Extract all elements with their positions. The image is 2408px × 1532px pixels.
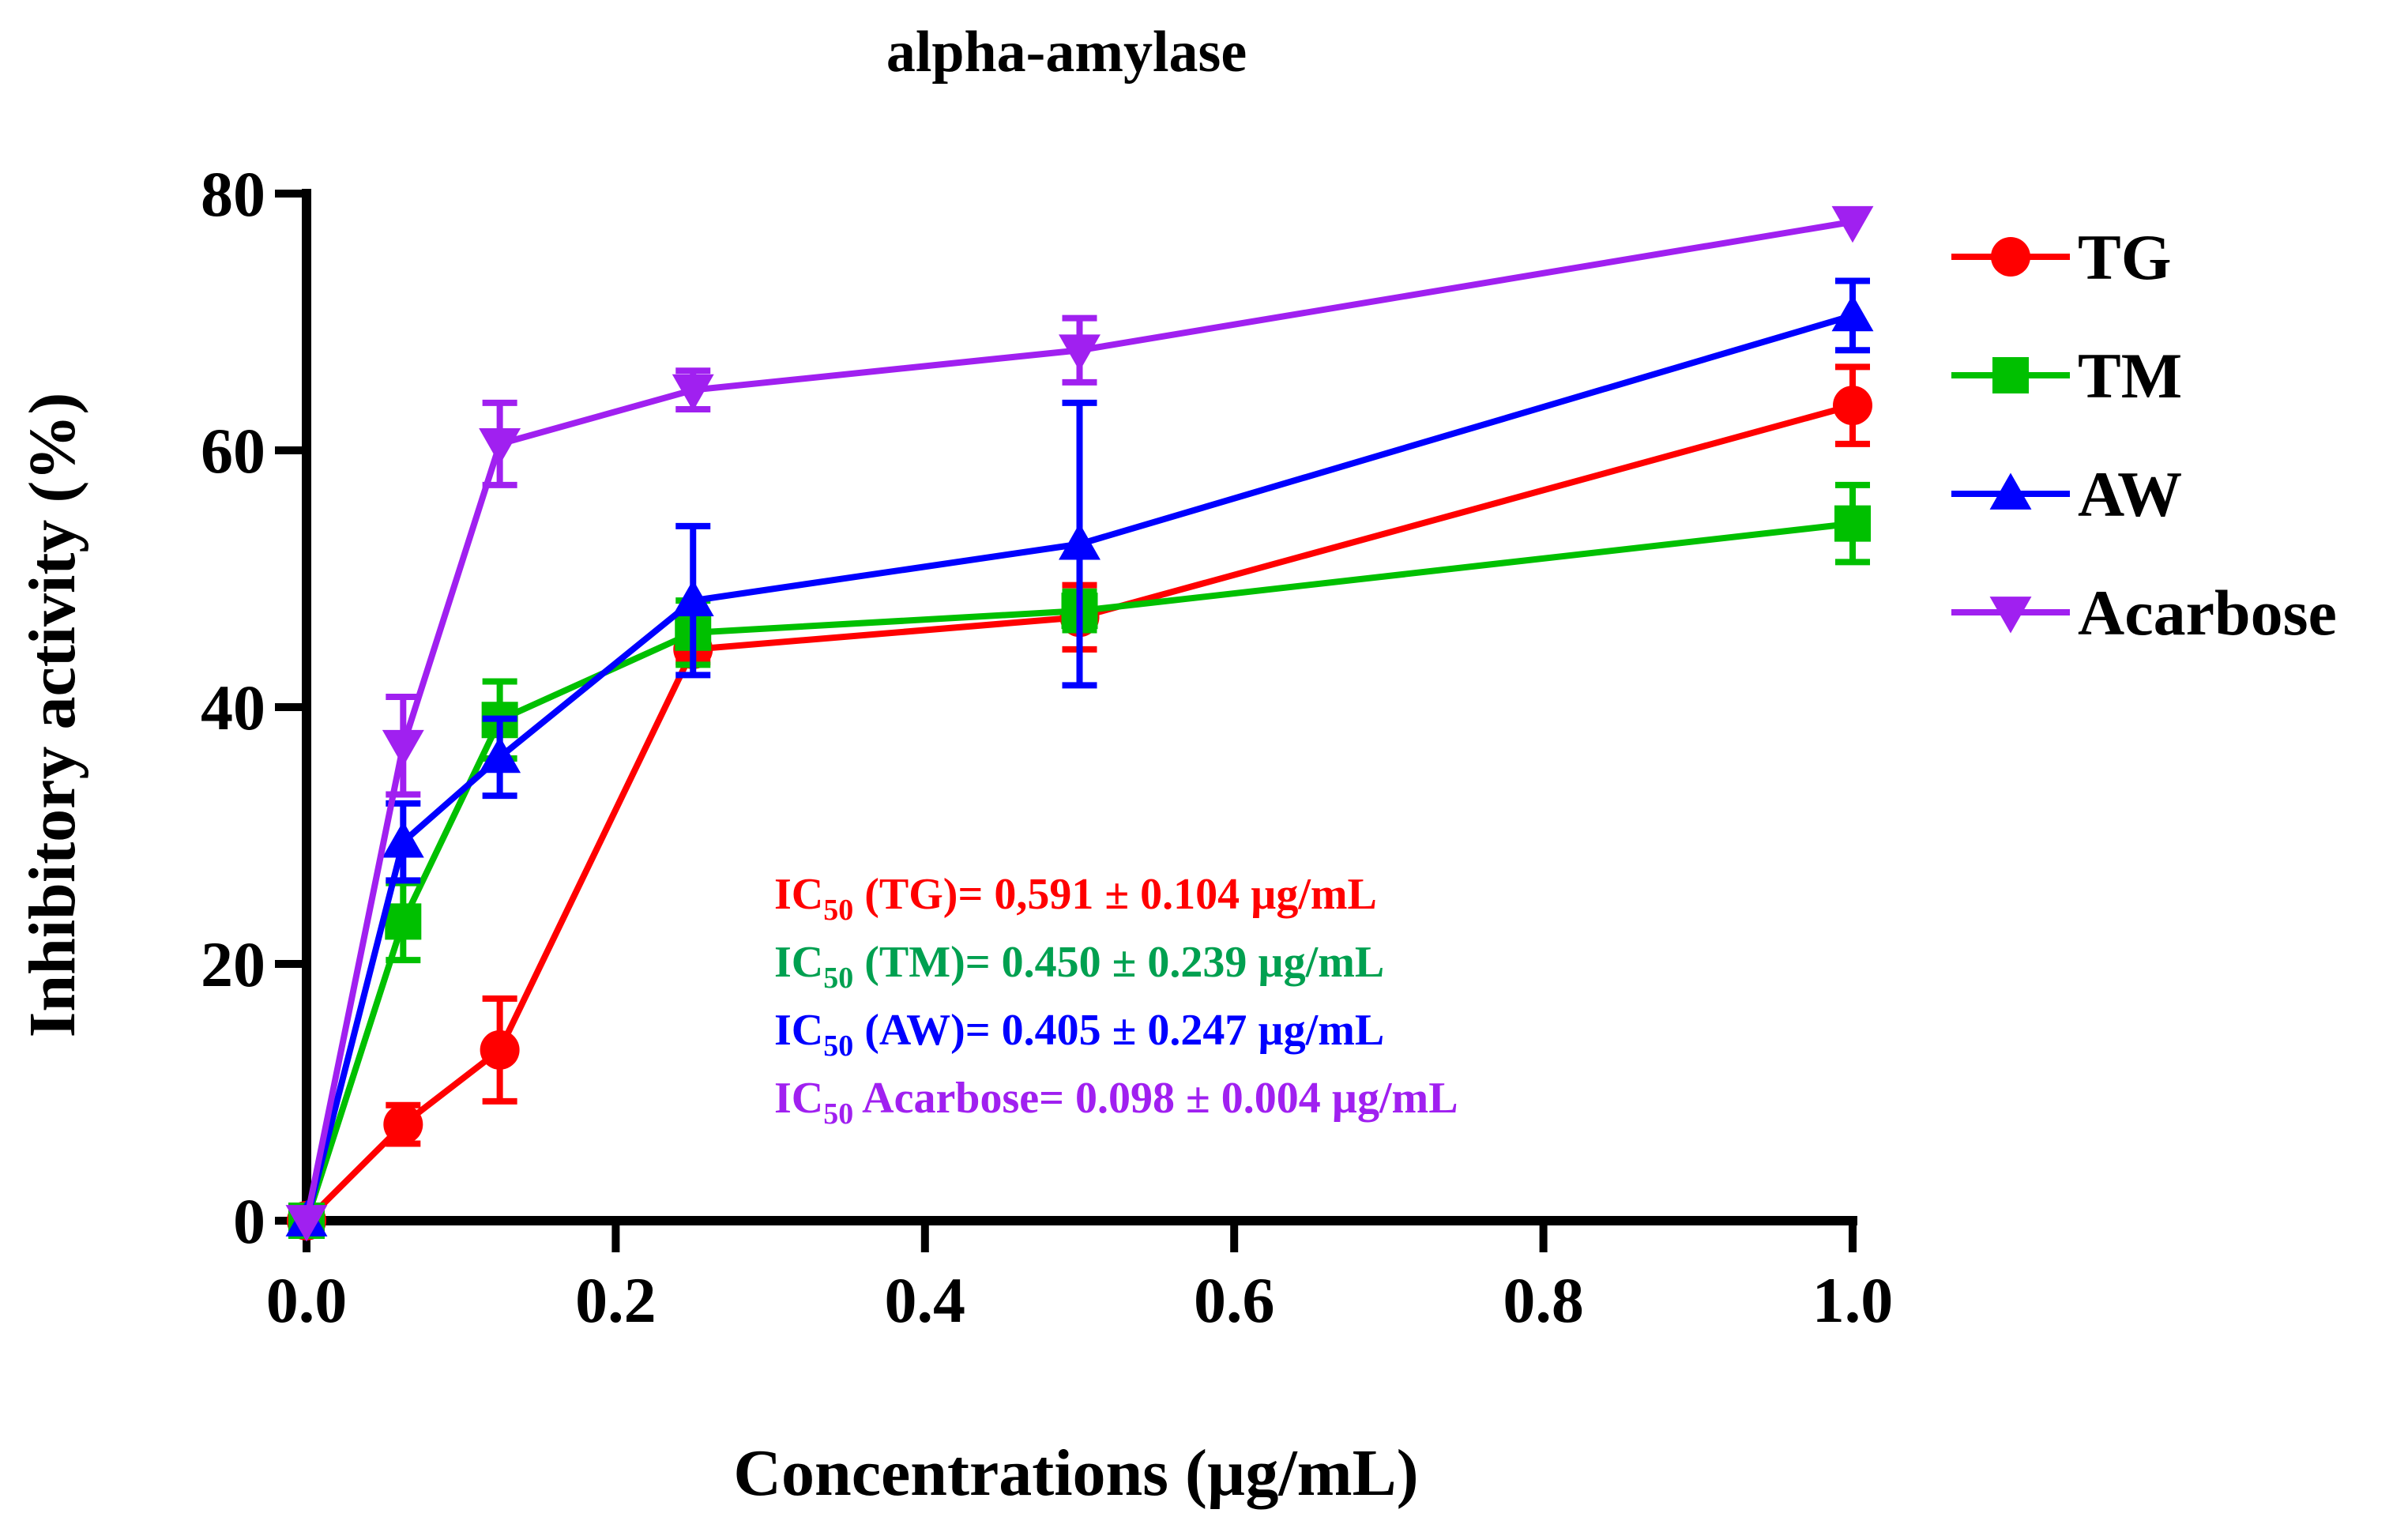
legend-label-acarbose: Acarbose — [2078, 577, 2337, 649]
ic50-annotation: IC50 Acarbose= 0.098 ± 0.004 µg/mL — [774, 1074, 1458, 1131]
series-aw — [285, 277, 1874, 1237]
ic50-annotation: IC50 (AW)= 0.405 ± 0.247 µg/mL — [774, 1006, 1384, 1063]
data-point-aw — [382, 821, 424, 858]
y-tick-label: 60 — [201, 415, 265, 487]
series-layer — [285, 205, 1874, 1242]
y-tick-label: 20 — [201, 928, 265, 1000]
ic50-prefix: IC — [774, 870, 823, 919]
ic50-prefix: IC — [774, 1006, 823, 1055]
legend-label-tm: TM — [2078, 340, 2182, 412]
x-tick-label: 0.6 — [1194, 1264, 1275, 1336]
legend-item-aw: AW — [1951, 458, 2182, 530]
legend-marker-tm — [1992, 357, 2029, 393]
ic50-value: Acarbose= 0.098 ± 0.004 µg/mL — [853, 1074, 1458, 1123]
legend-item-acarbose: Acarbose — [1951, 577, 2337, 649]
ic50-annotation: IC50 (TG)= 0,591 ± 0.104 µg/mL — [774, 870, 1377, 927]
data-point-tg — [480, 1029, 520, 1070]
legend-item-tm: TM — [1951, 340, 2182, 412]
chart-title: alpha-amylase — [886, 20, 1247, 85]
legend-marker-aw — [1989, 472, 2032, 510]
legend-item-tg: TG — [1951, 221, 2171, 293]
ic50-subscript: 50 — [823, 1029, 853, 1063]
ic50-subscript: 50 — [823, 1097, 853, 1131]
data-point-aw — [479, 736, 521, 774]
y-tick-label: 80 — [201, 158, 265, 230]
series-acarbose — [285, 205, 1874, 1242]
x-tick-label: 1.0 — [1812, 1264, 1894, 1336]
x-axis-title: Concentrations (µg/mL) — [733, 1436, 1418, 1510]
data-point-aw — [1831, 294, 1874, 332]
ic50-value: (TM)= 0.450 ± 0.239 µg/mL — [853, 938, 1384, 987]
y-tick-label: 0 — [233, 1185, 265, 1257]
series-line-acarbose — [303, 218, 1853, 1221]
y-axis-title: Inhibitory activity (%) — [16, 393, 89, 1038]
ic50-value: (TG)= 0,591 ± 0.104 µg/mL — [853, 870, 1377, 919]
legend-marker-acarbose — [1989, 597, 2032, 634]
data-point-tm — [385, 903, 422, 940]
series-line-aw — [303, 312, 1854, 1221]
legend: TG TM AW Acarbose — [1951, 221, 2337, 649]
ic50-subscript: 50 — [823, 894, 853, 927]
ic50-annotation: IC50 (TM)= 0.450 ± 0.239 µg/mL — [774, 938, 1384, 995]
data-point-acarbose — [1059, 334, 1101, 371]
data-point-tm — [1834, 505, 1871, 542]
y-tick-label: 40 — [201, 672, 265, 743]
data-point-acarbose — [285, 1205, 328, 1242]
x-tick-label: 0.2 — [575, 1264, 657, 1336]
data-point-tg — [1833, 386, 1872, 426]
ic50-prefix: IC — [774, 938, 823, 987]
data-point-aw — [672, 579, 714, 616]
axes: 0.0 0.2 0.4 0.6 0.8 1.0 0 20 40 60 80 — [201, 158, 1893, 1336]
ic50-subscript: 50 — [823, 962, 853, 995]
legend-label-tg: TG — [2078, 221, 2171, 293]
legend-marker-tg — [1991, 237, 2030, 277]
data-point-tg — [383, 1105, 423, 1145]
ic50-value: (AW)= 0.405 ± 0.247 µg/mL — [853, 1006, 1384, 1055]
x-tick-label: 0.8 — [1503, 1264, 1584, 1336]
data-point-acarbose — [479, 428, 521, 465]
data-point-aw — [1059, 523, 1101, 560]
series-line-tg — [304, 402, 1854, 1223]
ic50-prefix: IC — [774, 1074, 823, 1123]
data-point-acarbose — [672, 374, 714, 412]
data-point-acarbose — [382, 729, 424, 767]
legend-label-aw: AW — [2078, 458, 2182, 530]
data-point-acarbose — [1831, 205, 1874, 243]
x-tick-label: 0.0 — [266, 1264, 348, 1336]
x-tick-label: 0.4 — [885, 1264, 966, 1336]
